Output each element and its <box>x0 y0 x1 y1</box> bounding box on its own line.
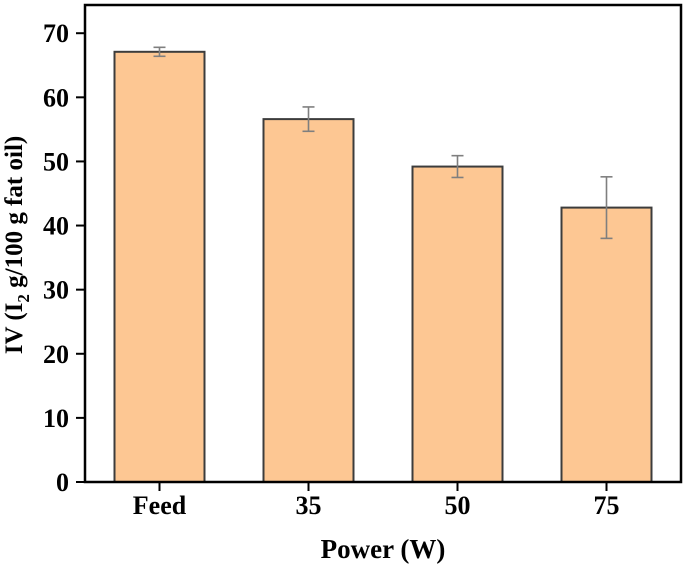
plot-frame <box>83 3 683 484</box>
error-bars-layer <box>153 46 613 240</box>
x-tick-label: 35 <box>296 491 322 520</box>
y-tick-label: 50 <box>43 147 69 176</box>
y-axis-title-sub: 2 <box>14 294 33 303</box>
x-tick-label: 75 <box>594 491 620 520</box>
bar-50 <box>411 165 504 483</box>
y-axis-title-pre: IV (I <box>1 303 28 355</box>
x-tick-label: Feed <box>133 491 187 520</box>
bars-layer <box>113 50 653 483</box>
y-tick-label: 40 <box>43 212 69 241</box>
y-axis-title-post: g/100 g fat oil) <box>1 136 28 294</box>
bar-75 <box>560 206 653 483</box>
x-tick-label: 50 <box>445 491 471 520</box>
y-axis-title: IV (I2 g/100 g fat oil) <box>1 136 33 354</box>
y-tick-label: 70 <box>43 19 69 48</box>
y-tick-label: 60 <box>43 83 69 112</box>
y-tick-label: 30 <box>43 276 69 305</box>
y-tick-label: 0 <box>56 468 69 497</box>
y-tick-label: 10 <box>43 404 69 433</box>
x-axis-title: Power (W) <box>321 534 446 564</box>
bar-Feed <box>113 50 206 483</box>
bar-35 <box>262 118 355 483</box>
y-tick-label: 20 <box>43 340 69 369</box>
axes-layer: 0 10 20 30 40 50 60 70 Feed 35 50 75 <box>43 3 683 520</box>
